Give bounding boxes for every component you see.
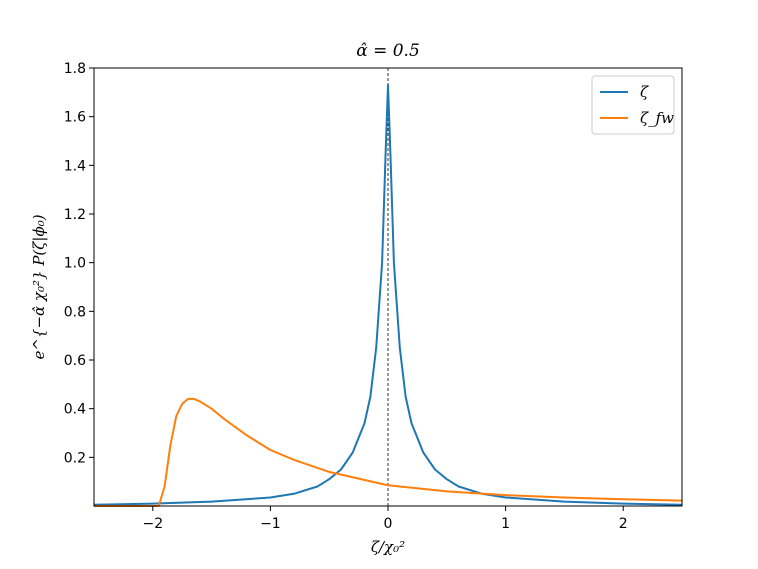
y-tick-label: 0.4 [64,402,86,418]
legend-box [591,75,675,135]
y-tick-label: 1.4 [64,158,86,174]
legend-label-zeta-fw: ζ_fw [640,109,674,127]
x-tick-label: 0 [384,516,393,532]
y-tick-label: 1.6 [64,110,86,126]
x-tick-label: −2 [142,516,163,532]
series-line-zeta [93,84,683,506]
chart-title: α̂ = 0.5 [356,41,420,61]
y-tick-label: 1.0 [64,256,86,272]
x-tick-label: 2 [619,516,628,532]
series-line-zeta-fw [94,397,683,507]
legend: ζ ζ_fw [591,75,675,135]
y-tick-label: 1.2 [64,207,86,223]
y-axis-label: e^{−α̂ χ₀²} P(ζ|ϕ₀) [30,214,48,359]
y-tick-label: 1.8 [64,61,86,77]
x-axis-label: ζ/χ₀² [371,538,405,556]
x-tick-label: 1 [501,516,510,532]
x-axis: −2 −1 0 1 2 [142,506,628,532]
x-tick-label: −1 [260,516,281,532]
plot-area [93,68,683,507]
y-tick-label: 0.2 [64,450,86,466]
y-axis: 0.2 0.4 0.6 0.8 1.0 1.2 1.4 1.6 1.8 [64,61,94,466]
y-tick-label: 0.8 [64,304,86,320]
y-tick-label: 0.6 [64,353,86,369]
legend-label-zeta: ζ [640,83,649,101]
